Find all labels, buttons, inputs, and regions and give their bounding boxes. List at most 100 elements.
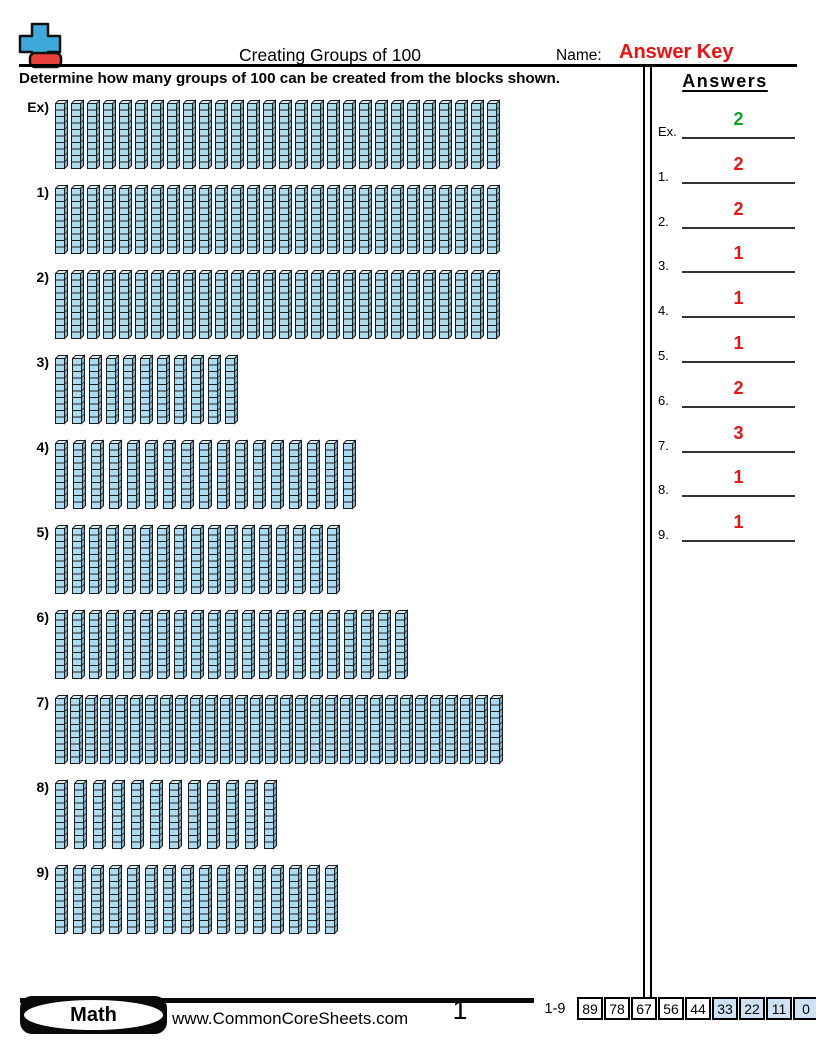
base-ten-rod (140, 609, 153, 680)
base-ten-rod (455, 184, 468, 255)
problem-label: 3) (36, 354, 49, 370)
base-ten-rod (100, 694, 113, 765)
base-ten-rod (89, 524, 102, 595)
answer-number-label: 1. (658, 168, 669, 184)
rods-group (55, 267, 500, 340)
base-ten-rod (245, 779, 258, 850)
base-ten-rod (490, 694, 503, 765)
answer-row: 8. 1 (652, 466, 802, 511)
base-ten-rod (145, 694, 158, 765)
answer-value: 1 (733, 512, 744, 533)
base-ten-rod (293, 524, 306, 595)
base-ten-rod (445, 694, 458, 765)
answer-row: 7. 3 (652, 422, 802, 467)
website-url: www.CommonCoreSheets.com (172, 1009, 409, 1028)
problem-label: 6) (36, 609, 49, 625)
page-number: 1 (452, 995, 468, 1025)
base-ten-rod (199, 184, 212, 255)
answer-row: 2. 2 (652, 198, 802, 243)
base-ten-rod (247, 269, 260, 340)
base-ten-rod (310, 524, 323, 595)
score-table: 89 78 67 56 44 33 22 11 0 (577, 997, 816, 1020)
base-ten-rod (127, 439, 140, 510)
base-ten-rod (279, 184, 292, 255)
base-ten-rod (344, 609, 357, 680)
rods-group (55, 97, 500, 170)
base-ten-rod (72, 609, 85, 680)
base-ten-rod (439, 184, 452, 255)
answer-value: 1 (733, 243, 744, 264)
base-ten-rod (169, 779, 182, 850)
answer-value: 1 (733, 333, 744, 353)
base-ten-rod (220, 694, 233, 765)
answer-row: 6. 2 (652, 377, 802, 422)
answer-blank-line (682, 226, 795, 229)
base-ten-rod (103, 99, 116, 170)
base-ten-rod (235, 694, 248, 765)
footer-bar (20, 998, 534, 1003)
base-ten-rod (123, 609, 136, 680)
base-ten-rod (106, 609, 119, 680)
base-ten-rod (175, 694, 188, 765)
base-ten-rod (343, 439, 356, 510)
problem-label: 5) (36, 524, 49, 540)
answer-number-label: 9. (658, 527, 669, 543)
base-ten-rod (106, 354, 119, 425)
subject-badge-label: Math (24, 1000, 163, 1030)
base-ten-rod (167, 99, 180, 170)
base-ten-rod (207, 779, 220, 850)
base-ten-rod (455, 99, 468, 170)
base-ten-rod (361, 609, 374, 680)
answer-number-label: Ex. (658, 124, 677, 139)
answer-number-label: 4. (658, 303, 669, 319)
rods-group (55, 607, 408, 680)
base-ten-rod (199, 99, 212, 170)
base-ten-rod (226, 779, 239, 850)
base-ten-rod (151, 184, 164, 255)
base-ten-rod (310, 694, 323, 765)
base-ten-rod (167, 269, 180, 340)
answer-row: 3. 1 (652, 242, 802, 287)
base-ten-rod (307, 439, 320, 510)
problem-row: 3) (19, 352, 639, 437)
base-ten-rod (430, 694, 443, 765)
answer-row: 9. 1 (652, 511, 802, 556)
answer-blank-line (682, 181, 795, 184)
base-ten-rod (73, 864, 86, 935)
rods-group (55, 692, 503, 765)
base-ten-rod (395, 609, 408, 680)
base-ten-rod (391, 99, 404, 170)
base-ten-rod (191, 609, 204, 680)
base-ten-rod (225, 609, 238, 680)
base-ten-rod (55, 694, 68, 765)
base-ten-rod (340, 694, 353, 765)
base-ten-rod (151, 269, 164, 340)
problem-row: 7) (19, 692, 639, 777)
base-ten-rod (325, 439, 338, 510)
base-ten-rod (103, 269, 116, 340)
answer-value: 1 (733, 288, 744, 309)
base-ten-rod (167, 184, 180, 255)
base-ten-rod (93, 779, 106, 850)
answer-value: 2 (733, 153, 744, 174)
answers-list: Ex. 2 1. 2 2. 2 3. 1 4. 1 5. 1 6. 2 7. 3 8. 1 9. 1 (652, 108, 802, 568)
score-cell: 56 (658, 997, 684, 1020)
base-ten-rod (135, 184, 148, 255)
base-ten-rod (119, 184, 132, 255)
base-ten-rod (71, 269, 84, 340)
base-ten-rod (55, 864, 68, 935)
subject-badge: Math (20, 996, 167, 1034)
base-ten-rod (87, 184, 100, 255)
header-divider-line (19, 64, 797, 67)
answer-blank-line (682, 495, 795, 498)
base-ten-rod (289, 439, 302, 510)
base-ten-rod (157, 524, 170, 595)
answer-blank-line (682, 405, 795, 408)
answer-value: 2 (733, 377, 744, 398)
base-ten-rod (375, 184, 388, 255)
instruction-text: Determine how many groups of 100 can be … (19, 70, 560, 87)
base-ten-rod (343, 184, 356, 255)
base-ten-rod (295, 269, 308, 340)
answer-blank-line (682, 361, 795, 363)
